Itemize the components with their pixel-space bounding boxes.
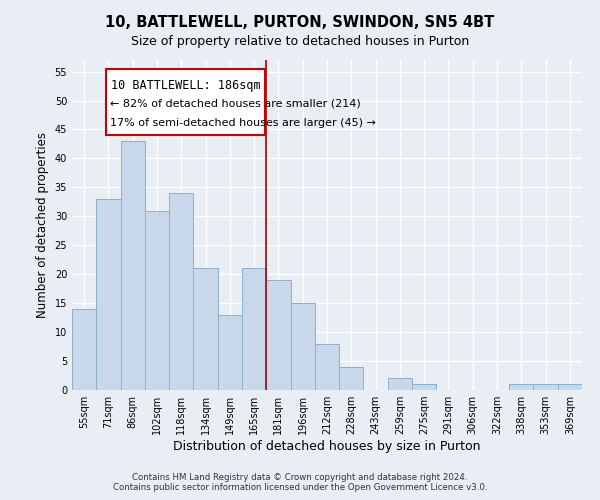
Bar (509, 384, 533, 390)
Text: 17% of semi-detached houses are larger (45) →: 17% of semi-detached houses are larger (… (110, 118, 376, 128)
Bar (72, 309, 96, 390)
Text: ← 82% of detached houses are smaller (214): ← 82% of detached houses are smaller (21… (110, 99, 361, 109)
Y-axis label: Number of detached properties: Number of detached properties (36, 132, 49, 318)
Text: Contains HM Land Registry data © Crown copyright and database right 2024.
Contai: Contains HM Land Registry data © Crown c… (113, 473, 487, 492)
Bar (533, 384, 558, 390)
Text: Size of property relative to detached houses in Purton: Size of property relative to detached ho… (131, 35, 469, 48)
Bar (388, 378, 412, 390)
Bar (106, 68, 265, 136)
Bar (145, 210, 169, 390)
Bar (242, 268, 266, 390)
Bar (169, 193, 193, 390)
Bar (339, 367, 364, 390)
Bar (218, 314, 242, 390)
Bar (558, 384, 582, 390)
Bar (193, 268, 218, 390)
Bar (412, 384, 436, 390)
Bar (315, 344, 339, 390)
Bar (121, 141, 145, 390)
Text: 10, BATTLEWELL, PURTON, SWINDON, SN5 4BT: 10, BATTLEWELL, PURTON, SWINDON, SN5 4BT (106, 15, 494, 30)
Bar (290, 303, 315, 390)
Bar (96, 199, 121, 390)
Text: 10 BATTLEWELL: 186sqm: 10 BATTLEWELL: 186sqm (111, 79, 260, 92)
Bar (266, 280, 290, 390)
X-axis label: Distribution of detached houses by size in Purton: Distribution of detached houses by size … (173, 440, 481, 453)
